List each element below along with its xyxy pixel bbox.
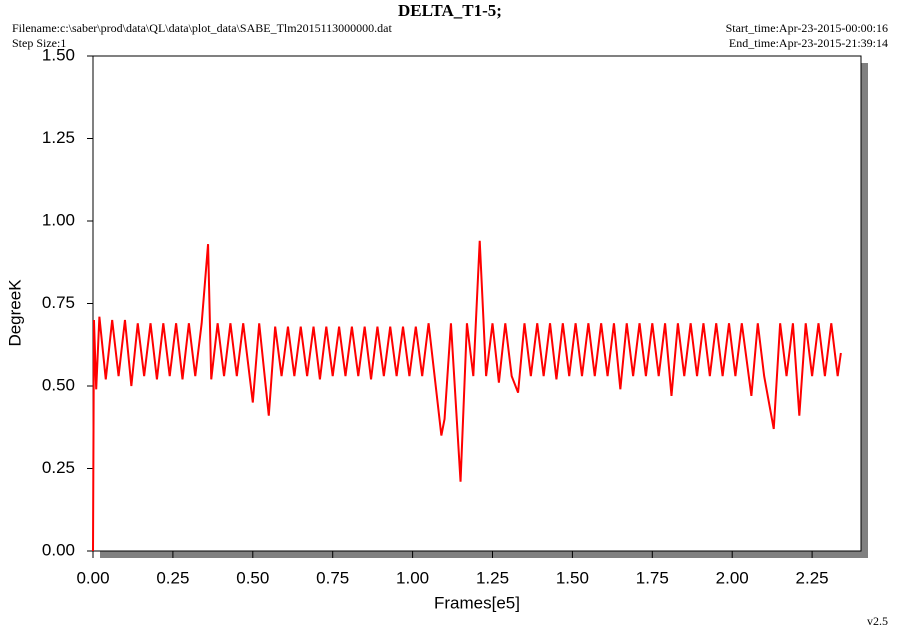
filename: Filename:c:\saber\prod\data\QL\data\plot… (12, 21, 392, 35)
x-tick-label: 0.75 (316, 568, 349, 587)
data-line (92, 240, 842, 552)
step-size: Step Size:1 (12, 36, 66, 50)
x-tick-label: 0.25 (156, 568, 189, 587)
y-tick-label: 1.25 (42, 128, 75, 147)
x-tick-label: 1.00 (396, 568, 429, 587)
y-tick-label: 0.25 (42, 458, 75, 477)
x-tick-label: 1.25 (476, 568, 509, 587)
y-tick-label: 1.00 (42, 210, 75, 229)
x-tick-label: 1.50 (556, 568, 589, 587)
version: v2.5 (867, 614, 888, 628)
x-tick-label: 1.75 (636, 568, 669, 587)
x-tick-label: 2.00 (716, 568, 749, 587)
x-tick-label: 0.50 (236, 568, 269, 587)
x-axis-label: Frames[e5] (434, 593, 520, 612)
x-tick-label: 2.25 (796, 568, 829, 587)
y-tick-label: 0.75 (42, 293, 75, 312)
y-tick-label: 1.50 (42, 45, 75, 64)
chart-title: DELTA_T1-5; (398, 1, 502, 20)
end-time: End_time:Apr-23-2015-21:39:14 (729, 36, 888, 50)
x-tick-label: 0.00 (76, 568, 109, 587)
start-time: Start_time:Apr-23-2015-00:00:16 (726, 21, 888, 35)
y-tick-label: 0.00 (42, 540, 75, 559)
y-tick-label: 0.50 (42, 375, 75, 394)
y-axis-label: DegreeK (5, 279, 24, 347)
